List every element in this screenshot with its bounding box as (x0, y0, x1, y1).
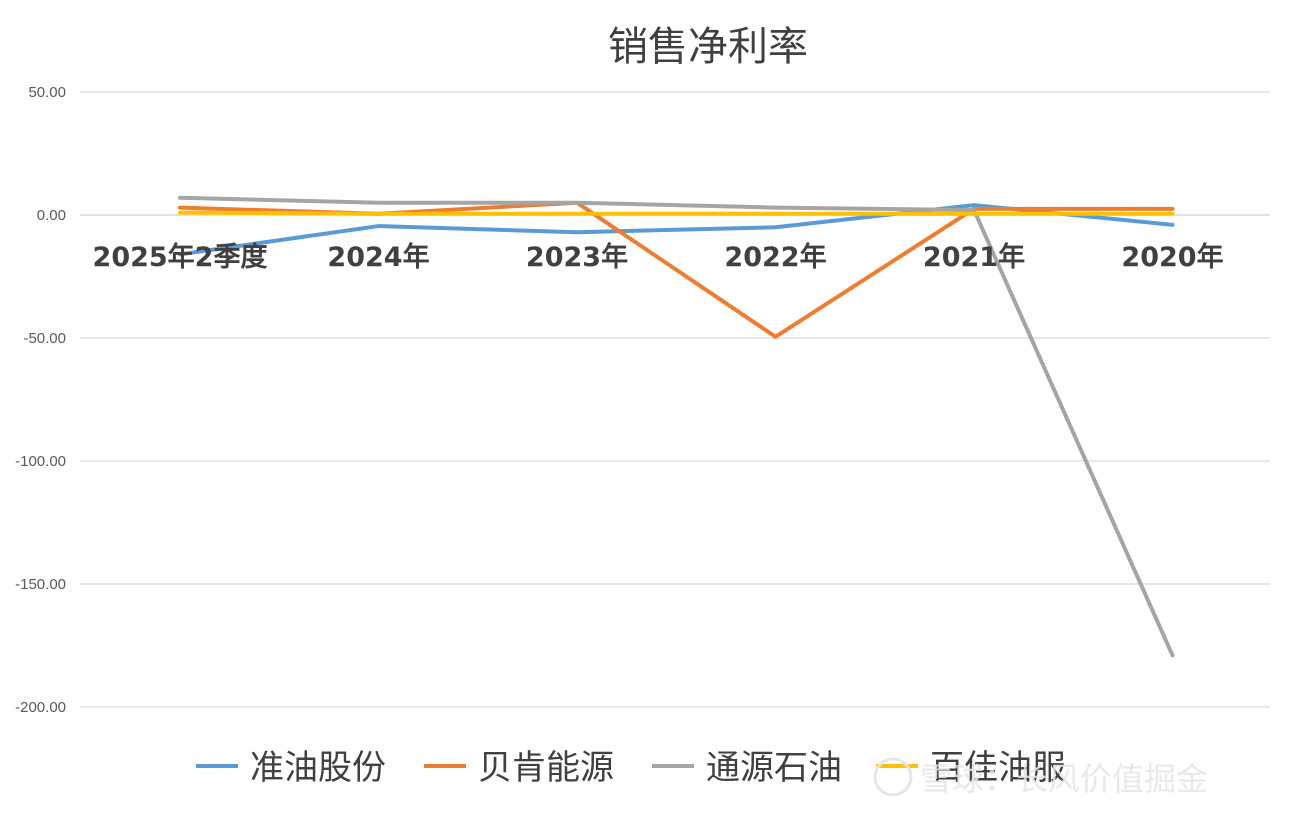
series-line-3 (178, 195, 1175, 658)
watermark-text: 雪球：长风价值掘金 (920, 760, 1208, 798)
watermark-logo-icon (873, 757, 913, 797)
y-tick-label: -200.00 (15, 699, 66, 716)
legend-label: 准油股份 (250, 748, 386, 788)
y-tick-label: 50.00 (28, 84, 66, 101)
x-tick-label: 2020年 (1121, 241, 1223, 273)
watermark: 雪球：长风价值掘金 (873, 757, 1208, 798)
legend-label: 贝肯能源 (478, 748, 614, 788)
series-line-4 (178, 210, 1175, 216)
x-tick-label: 2022年 (724, 241, 826, 273)
gridlines (80, 91, 1270, 708)
x-tick-label: 2023年 (526, 241, 628, 273)
x-tick-label: 2025年2季度 (93, 241, 268, 273)
x-tick-label: 2021年 (923, 241, 1025, 273)
y-tick-label: -100.00 (15, 453, 66, 470)
y-tick-label: -50.00 (23, 330, 66, 347)
legend: 准油股份 贝肯能源 通源石油 百佳油服 (196, 748, 1066, 788)
legend-label: 通源石油 (706, 748, 842, 788)
legend-label: 百佳油服 (930, 748, 1066, 788)
y-axis-ticks: 50.00 0.00 -50.00 -100.00 -150.00 -200.00 (15, 84, 66, 716)
x-axis-ticks: 2025年2季度 2024年 2023年 2022年 2021年 2020年 (93, 241, 1224, 273)
series-lines (178, 195, 1175, 658)
y-tick-label: 0.00 (37, 207, 66, 224)
x-tick-label: 2024年 (327, 241, 429, 273)
y-tick-label: -150.00 (15, 576, 66, 593)
chart-title: 销售净利率 (608, 24, 808, 70)
